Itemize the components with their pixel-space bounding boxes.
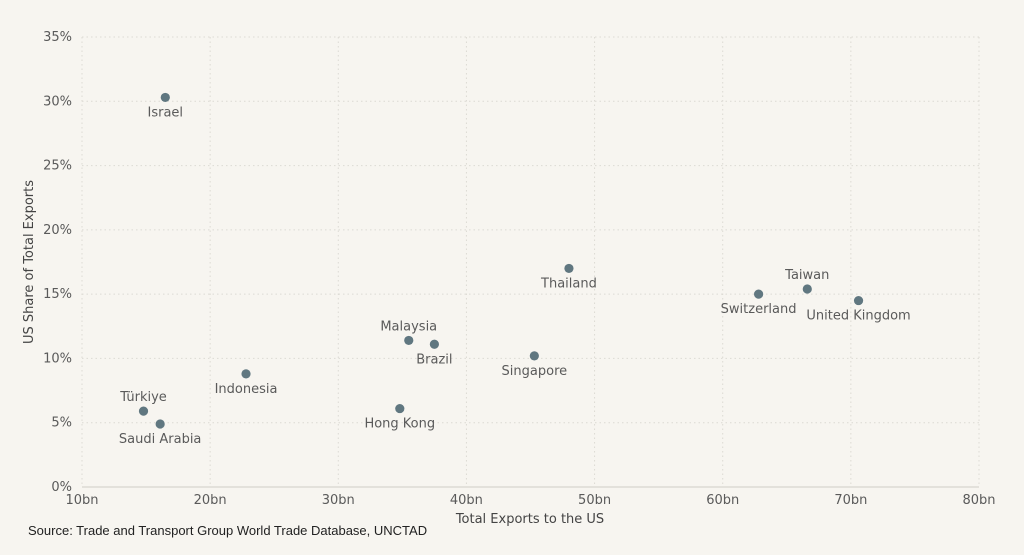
data-point-malaysia[interactable] <box>404 335 414 346</box>
point-label-israel: Israel <box>148 105 184 120</box>
point-label-singapore: Singapore <box>502 364 568 379</box>
point-label-malaysia: Malaysia <box>380 319 437 334</box>
y-tick-label: 30% <box>43 94 72 109</box>
data-point-indonesia[interactable] <box>241 369 251 379</box>
x-axis-title: Total Exports to the US <box>455 512 604 527</box>
point-label-indonesia: Indonesia <box>215 382 278 397</box>
y-tick-label: 15% <box>43 287 72 302</box>
y-tick-label: 0% <box>51 480 72 495</box>
point-label-taiwan: Taiwan <box>784 268 829 283</box>
x-tick-label: 70bn <box>834 493 867 508</box>
x-tick-label: 60bn <box>706 493 739 508</box>
point-label-brazil: Brazil <box>416 352 452 367</box>
point-label-t-rkiye: Türkiye <box>119 390 167 405</box>
x-tick-label: 40bn <box>450 493 483 508</box>
data-point-israel[interactable] <box>160 92 170 103</box>
data-point-united-kingdom[interactable] <box>853 295 864 306</box>
x-tick-label: 30bn <box>322 493 355 508</box>
data-point-taiwan[interactable] <box>802 284 812 294</box>
x-tick-label: 80bn <box>962 493 995 508</box>
point-label-saudi-arabia: Saudi Arabia <box>119 432 202 447</box>
x-tick-label: 10bn <box>65 493 98 508</box>
point-label-switzerland: Switzerland <box>721 302 797 317</box>
y-tick-label: 5% <box>51 416 72 431</box>
data-points <box>138 92 864 429</box>
point-label-hong-kong: Hong Kong <box>364 417 435 432</box>
data-point-switzerland[interactable] <box>753 289 764 299</box>
data-point-thailand[interactable] <box>564 263 574 274</box>
x-tick-label: 50bn <box>578 493 611 508</box>
point-label-thailand: Thailand <box>540 276 597 291</box>
data-point-brazil[interactable] <box>429 339 439 349</box>
data-point-hong-kong[interactable] <box>395 403 405 414</box>
x-tick-label: 20bn <box>194 493 227 508</box>
grid-layer <box>81 36 980 488</box>
source-note: Source: Trade and Transport Group World … <box>28 523 428 538</box>
y-tick-label: 20% <box>43 223 72 238</box>
y-tick-label: 35% <box>43 30 72 45</box>
data-point-singapore[interactable] <box>529 351 539 361</box>
point-labels: Israel Thailand Taiwan Switzerland United Ki… <box>119 105 911 447</box>
data-point-saudi-arabia[interactable] <box>155 419 165 429</box>
y-tick-label: 25% <box>43 159 72 174</box>
y-axis-title: US Share of Total Exports <box>22 180 37 344</box>
data-point-t-rkiye[interactable] <box>138 406 149 416</box>
tick-labels: 0% 5% 10% 15% 20% 25% 30% 35% 10bn 20bn 30bn 40bn 50… <box>43 30 995 508</box>
y-tick-label: 10% <box>43 351 72 366</box>
point-label-united-kingdom: United Kingdom <box>806 309 910 324</box>
